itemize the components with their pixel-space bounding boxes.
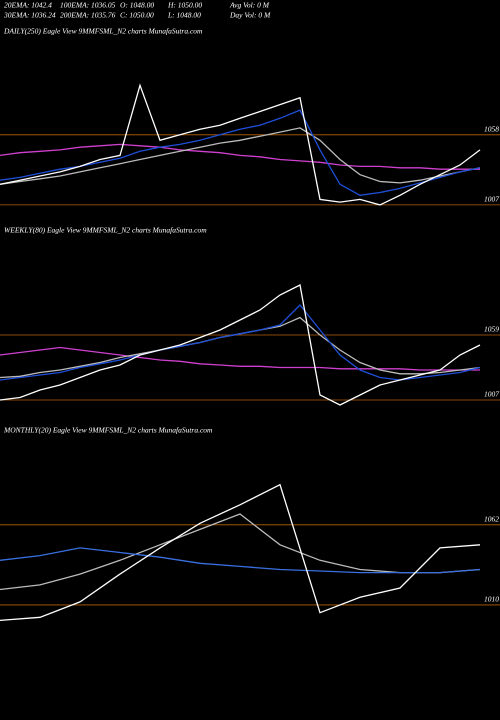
price-line xyxy=(0,83,481,206)
panel-title: DAILY(250) Eagle View 9MMFSML_N2 charts … xyxy=(3,27,203,36)
header-stat: 200EMA: 1035.76 xyxy=(60,11,116,20)
price-line xyxy=(0,109,481,196)
header-stat: 100EMA: 1036.05 xyxy=(60,1,116,10)
header-stat: 30EMA: 1036.24 xyxy=(3,11,56,20)
price-line xyxy=(0,547,481,574)
header-stat: Avg Vol: 0 M xyxy=(229,1,270,10)
y-tick-label: 1062 xyxy=(484,515,499,524)
price-line xyxy=(0,483,481,622)
header-stat: C: 1050.00 xyxy=(120,11,154,20)
panel-title: MONTHLY(20) Eagle View 9MMFSML_N2 charts… xyxy=(3,426,213,435)
price-line xyxy=(0,127,481,185)
price-line xyxy=(0,143,480,170)
price-line xyxy=(0,284,481,406)
y-tick-label: 1010 xyxy=(484,595,499,604)
y-tick-label: 1007 xyxy=(484,195,499,204)
price-line xyxy=(0,513,481,591)
header-stat: 20EMA: 1042.4 xyxy=(4,1,52,10)
y-tick-label: 1058 xyxy=(484,125,499,134)
header-stat: L: 1048.00 xyxy=(167,11,201,20)
header-stat: H: 1050.00 xyxy=(167,1,202,10)
header-stat: Day Vol: 0 M xyxy=(229,11,271,20)
y-tick-label: 1007 xyxy=(484,390,499,399)
price-line xyxy=(0,316,481,379)
price-line xyxy=(0,346,480,371)
header-stat: O: 1048.00 xyxy=(120,1,154,10)
y-tick-label: 1059 xyxy=(484,325,499,334)
panel-title: WEEKLY(80) Eagle View 9MMFSML_N2 charts … xyxy=(4,226,207,235)
